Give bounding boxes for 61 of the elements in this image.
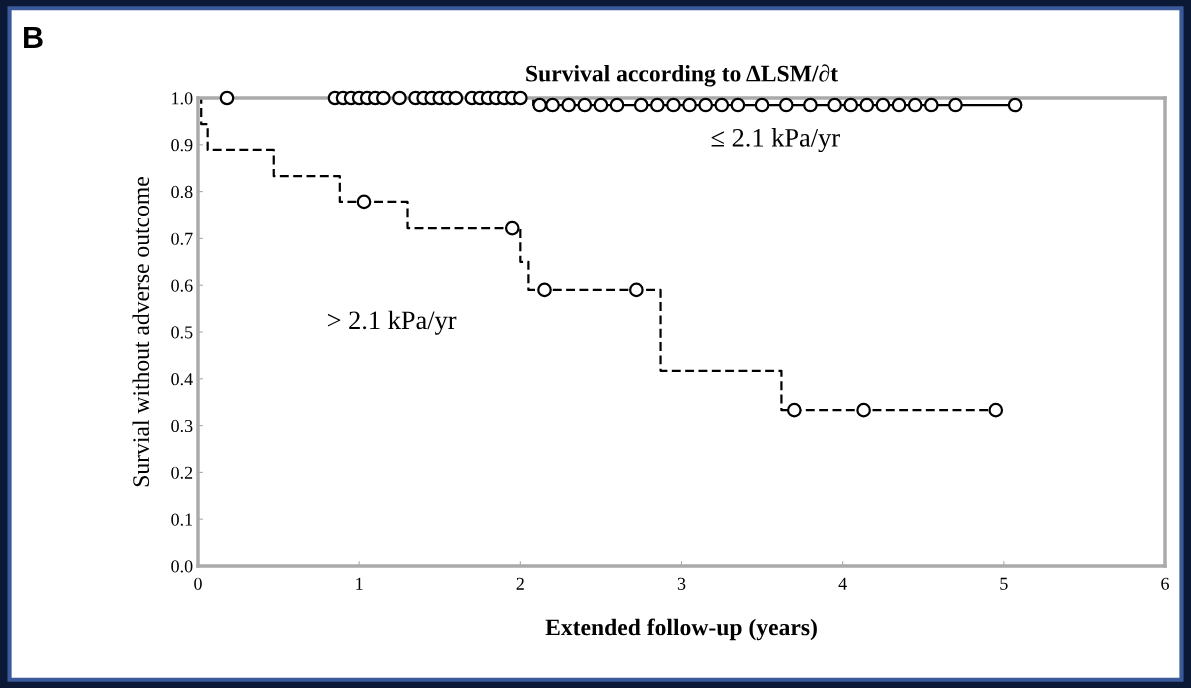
point (754, 97, 770, 113)
point (593, 97, 609, 113)
point (633, 97, 649, 113)
x-tick-label: 5 (1000, 577, 1008, 590)
point (629, 282, 644, 298)
point (513, 90, 528, 106)
chart-title: Survival according to ΔLSM/∂t (526, 64, 838, 87)
y-axis-title: Survial without adverse outcome (132, 177, 150, 487)
point (682, 97, 697, 113)
point (609, 97, 625, 113)
point (787, 402, 802, 418)
point (561, 97, 576, 113)
point (376, 90, 391, 106)
x-tick-label: 1 (356, 577, 363, 590)
point (730, 97, 746, 113)
series-label: ≤ 2.1 kPa/yr (711, 128, 840, 153)
point (356, 194, 372, 210)
point (714, 97, 730, 113)
point (856, 402, 871, 418)
x-tick-label: 2 (516, 577, 524, 590)
point (859, 97, 875, 113)
x-tick-label: 3 (677, 577, 686, 590)
point (1007, 97, 1023, 113)
x-tick-label: 6 (1161, 577, 1169, 590)
y-tick-label: 0.4 (171, 373, 193, 386)
point (448, 90, 464, 106)
y-tick-label: 0.6 (171, 279, 193, 292)
point (698, 97, 713, 113)
point (666, 97, 681, 113)
point (875, 97, 891, 113)
y-tick-label: 0.2 (171, 466, 193, 479)
point (537, 282, 552, 298)
point (504, 220, 520, 236)
point (907, 97, 923, 113)
x-tick-label: 4 (838, 577, 847, 590)
y-tick-label: 0.7 (171, 232, 193, 245)
y-tick-label: 0.5 (171, 326, 193, 339)
point (827, 97, 842, 113)
y-tick-label: 0.8 (171, 185, 193, 199)
x-axis-title: Extended follow-up (years) (545, 618, 817, 641)
point (843, 97, 859, 113)
point (545, 97, 560, 113)
point (577, 97, 593, 113)
y-tick-label: 0.0 (171, 560, 193, 573)
point (650, 97, 665, 113)
text: B (24, 26, 43, 48)
text: > 2.1 kPa/yr (327, 310, 457, 335)
y-tick-label: 1.0 (172, 92, 193, 105)
point (988, 402, 1004, 418)
point (219, 90, 235, 106)
y-tick-label: 0.3 (171, 419, 193, 433)
point (532, 97, 547, 113)
x-tick-label: 0 (194, 577, 202, 590)
point (803, 97, 818, 113)
y-tick-label: 0.9 (171, 139, 193, 152)
point (923, 97, 939, 113)
point (392, 90, 407, 106)
point (948, 97, 963, 113)
point (778, 97, 794, 113)
point (891, 97, 907, 113)
y-tick-label: 0.1 (171, 513, 193, 526)
